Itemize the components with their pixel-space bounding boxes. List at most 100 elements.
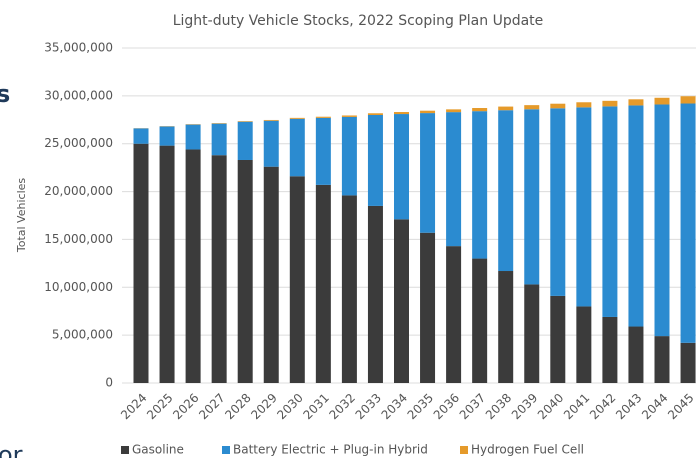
x-tick-label: 2025 xyxy=(144,391,175,422)
bar-segment xyxy=(472,258,488,383)
bar-segment xyxy=(524,105,540,110)
bar-segment xyxy=(263,120,279,167)
x-tick-label: 2036 xyxy=(431,391,462,422)
bar-segment xyxy=(315,184,331,383)
legend-label: Gasoline xyxy=(132,443,184,457)
bar-segment xyxy=(446,246,462,383)
bar-segment xyxy=(367,115,383,206)
bar-segment xyxy=(576,107,592,307)
x-tick-label: 2043 xyxy=(613,391,644,422)
x-tick-label: 2040 xyxy=(535,391,566,422)
x-tick-label: 2031 xyxy=(300,391,331,422)
bar-segment xyxy=(263,119,279,121)
y-tick-label: 5,000,000 xyxy=(52,328,113,342)
bar-segment xyxy=(367,205,383,383)
y-tick-label: 20,000,000 xyxy=(44,184,113,198)
legend-swatch xyxy=(222,446,230,454)
x-tick-label: 2028 xyxy=(222,391,253,422)
bar-segment xyxy=(159,145,175,383)
x-tick-label: 2024 xyxy=(118,391,149,422)
bar-segment xyxy=(654,97,670,105)
bar-segment xyxy=(680,96,696,104)
x-tick-label: 2038 xyxy=(483,391,514,422)
bar-segment xyxy=(680,103,696,343)
bar-segment xyxy=(446,109,462,113)
bar-segment xyxy=(680,342,696,383)
bar-segment xyxy=(289,176,305,383)
y-tick-label: 30,000,000 xyxy=(44,88,113,102)
bar-segment xyxy=(289,118,305,177)
bar-segment xyxy=(446,112,462,247)
x-tick-label: 2027 xyxy=(196,391,227,422)
bar-segment xyxy=(524,109,540,285)
y-tick-label: 15,000,000 xyxy=(44,232,113,246)
page-fragment: s xyxy=(0,80,10,108)
x-tick-label: 2029 xyxy=(248,391,279,422)
bar-segment xyxy=(341,115,357,117)
legend-label: Hydrogen Fuel Cell xyxy=(471,443,584,457)
x-tick-label: 2033 xyxy=(353,391,384,422)
bar-segment xyxy=(602,316,618,383)
bar-segment xyxy=(263,166,279,383)
bar-segment xyxy=(315,117,331,185)
bar-segment xyxy=(550,108,566,296)
bar-segment xyxy=(159,126,175,146)
bar-segment xyxy=(341,116,357,196)
bar-segment xyxy=(394,112,409,115)
bar-segment xyxy=(628,326,644,383)
x-tick-label: 2044 xyxy=(639,391,670,422)
bar-segment xyxy=(211,123,227,156)
x-tick-label: 2035 xyxy=(405,391,436,422)
y-tick-label: 0 xyxy=(105,376,113,390)
bar-segment xyxy=(289,117,305,119)
bar-segment xyxy=(550,295,566,383)
x-tick-label: 2026 xyxy=(170,391,201,422)
bar-segment xyxy=(498,271,514,383)
bar-segment xyxy=(654,104,670,337)
bar-segment xyxy=(185,149,201,383)
x-tick-label: 2030 xyxy=(274,391,305,422)
bar-segment xyxy=(576,102,592,108)
bar-segment xyxy=(524,284,540,383)
bar-segment xyxy=(420,113,436,233)
bar-segment xyxy=(394,219,409,383)
x-tick-label: 2039 xyxy=(509,391,540,422)
bar-segment xyxy=(602,100,618,107)
x-tick-label: 2032 xyxy=(326,391,357,422)
legend-label: Battery Electric + Plug-in Hybrid xyxy=(233,443,428,457)
x-tick-label: 2034 xyxy=(379,391,410,422)
y-tick-label: 10,000,000 xyxy=(44,280,113,294)
bar-segment xyxy=(367,113,383,115)
bar-segment xyxy=(237,159,253,383)
bar-segment xyxy=(133,128,149,144)
bar-segment xyxy=(341,195,357,383)
x-tick-label: 2042 xyxy=(587,391,618,422)
bar-segment xyxy=(133,143,149,383)
bar-segment xyxy=(420,232,436,383)
bar-segment xyxy=(315,116,331,118)
bar-segment xyxy=(550,103,566,109)
bar-segment xyxy=(237,121,253,122)
bar-segment xyxy=(602,106,618,317)
legend-swatch xyxy=(121,446,129,454)
bar-segment xyxy=(628,99,644,106)
bar-segment xyxy=(576,306,592,383)
bar-segment xyxy=(472,111,488,259)
bar-segment xyxy=(237,121,253,160)
bar-segment xyxy=(628,105,644,327)
bar-segment xyxy=(498,106,514,111)
y-tick-label: 25,000,000 xyxy=(44,136,113,150)
bar-segment xyxy=(394,114,409,220)
y-tick-label: 35,000,000 xyxy=(44,41,113,55)
bar-segment xyxy=(498,110,514,272)
bar-segment xyxy=(654,336,670,383)
bar-segment xyxy=(472,108,488,112)
x-tick-label: 2041 xyxy=(561,391,592,422)
bar-segment xyxy=(420,110,436,114)
chart-title: Light-duty Vehicle Stocks, 2022 Scoping … xyxy=(173,13,544,29)
x-tick-label: 2045 xyxy=(665,391,696,422)
bar-segment xyxy=(185,124,201,150)
x-tick-label: 2037 xyxy=(457,391,488,422)
y-axis-label: Total Vehicles xyxy=(15,178,28,254)
